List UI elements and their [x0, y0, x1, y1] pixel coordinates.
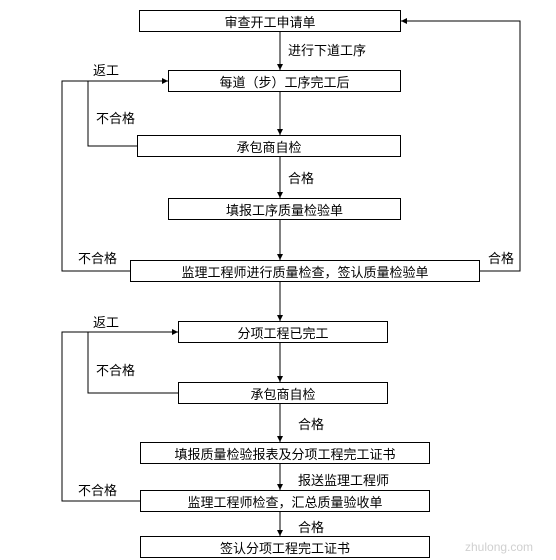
flowchart-canvas: 审查开工申请单 每道（步）工序完工后 承包商自检 填报工序质量检验单 监理工程师… [0, 0, 556, 560]
node-fill-process-form: 填报工序质量检验单 [168, 198, 401, 220]
node-fill-completion-cert: 填报质量检验报表及分项工程完工证书 [140, 442, 430, 464]
edge-label-fail-4: 不合格 [78, 480, 117, 499]
watermark: zhulong.com [465, 540, 533, 554]
node-subitem-done: 分项工程已完工 [178, 321, 388, 343]
edge-label-pass-3: 合格 [298, 414, 324, 433]
edge-label-fail-2: 不合格 [78, 248, 117, 267]
edge-label-rework-1: 返工 [93, 60, 119, 79]
edge-label-pass-1: 合格 [288, 168, 314, 187]
edge-label-next: 进行下道工序 [288, 40, 366, 59]
node-review-application: 审查开工申请单 [139, 10, 401, 32]
node-contractor-selfcheck-1: 承包商自检 [137, 135, 401, 157]
edge-label-pass-4: 合格 [298, 517, 324, 536]
edge-label-pass-right: 合格 [488, 248, 514, 267]
node-contractor-selfcheck-2: 承包商自检 [178, 382, 388, 404]
node-supervisor-check-2: 监理工程师检查，汇总质量验收单 [140, 490, 430, 512]
node-supervisor-check-1: 监理工程师进行质量检查，签认质量检验单 [130, 260, 480, 282]
edge-label-rework-2: 返工 [93, 312, 119, 331]
edge-label-send: 报送监理工程师 [298, 470, 389, 489]
node-sign-completion: 签认分项工程完工证书 [140, 536, 430, 558]
edge-label-fail-1: 不合格 [96, 108, 135, 127]
edge-label-fail-3: 不合格 [96, 360, 135, 379]
node-each-step-done: 每道（步）工序完工后 [168, 70, 401, 92]
